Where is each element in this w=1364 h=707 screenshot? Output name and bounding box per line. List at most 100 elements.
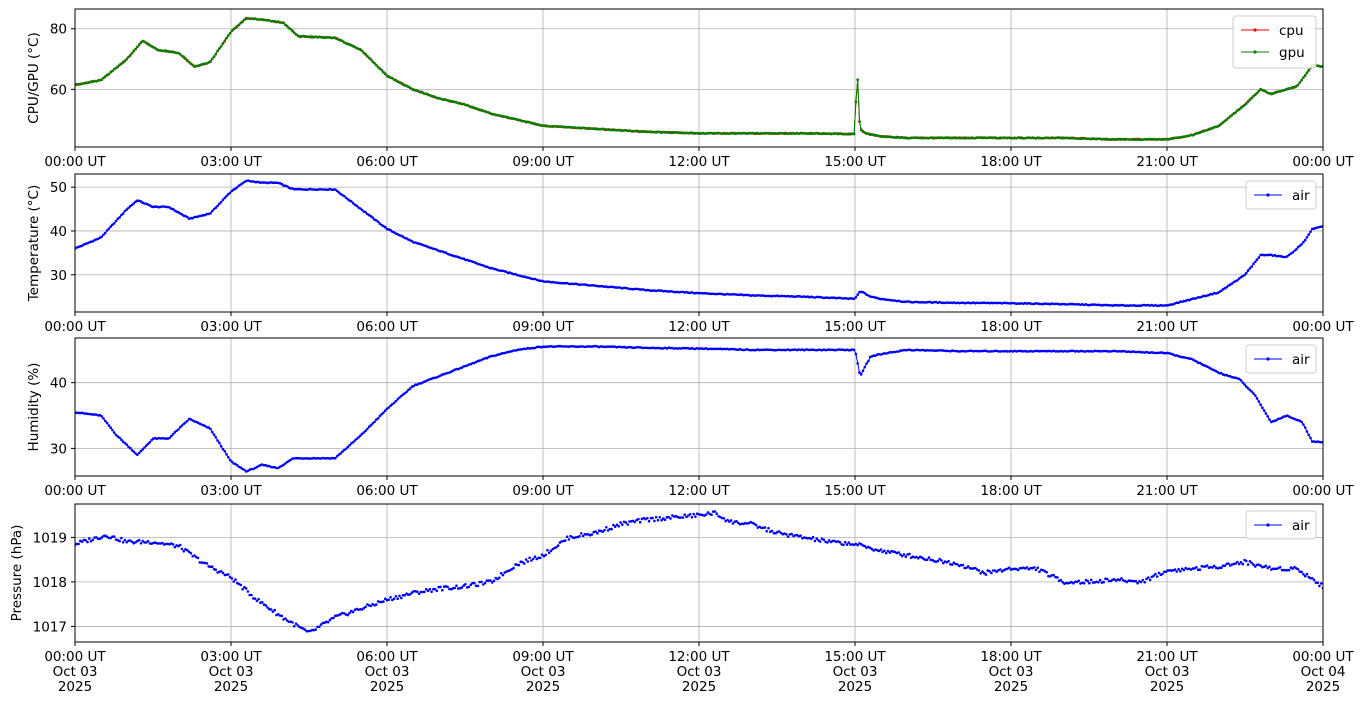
data-point (362, 51, 366, 54)
data-point (959, 563, 963, 567)
data-point (1234, 111, 1237, 114)
data-point (1245, 559, 1248, 563)
data-point (127, 55, 130, 59)
data-point (1300, 570, 1303, 574)
data-point (653, 346, 656, 350)
data-point (1318, 584, 1321, 588)
data-point (455, 367, 458, 371)
data-point (1237, 108, 1241, 111)
data-point (777, 530, 781, 533)
data-point (137, 538, 141, 542)
data-point (480, 580, 483, 584)
data-point (490, 581, 494, 584)
data-point (260, 18, 264, 22)
data-point (218, 47, 221, 50)
data-point (854, 296, 858, 299)
data-point (688, 513, 692, 516)
data-point (1236, 560, 1239, 564)
data-point (134, 452, 137, 455)
data-point (1227, 562, 1230, 565)
data-point (118, 436, 121, 440)
data-point (216, 49, 219, 53)
data-point (401, 393, 405, 396)
data-point (111, 69, 114, 73)
data-point (77, 542, 80, 546)
data-point (1145, 577, 1148, 581)
y-axis-label: Humidity (%) (26, 363, 42, 452)
data-point (1246, 387, 1250, 390)
data-point (184, 421, 187, 424)
data-point (499, 571, 503, 575)
data-point (84, 539, 87, 542)
x-tick-label: 00:00 UT (1292, 319, 1354, 335)
data-point (129, 539, 132, 542)
data-point (171, 207, 175, 211)
data-point (621, 523, 624, 526)
x-tick-label: Oct 04 (1301, 664, 1346, 680)
data-point (904, 555, 908, 558)
data-point (264, 604, 268, 607)
data-point (908, 552, 911, 556)
data-point (770, 529, 774, 533)
data-point (856, 78, 859, 81)
data-point (250, 593, 253, 597)
data-point (86, 540, 89, 544)
data-point (1164, 570, 1168, 573)
data-point (997, 350, 1000, 353)
data-point (925, 558, 929, 561)
data-point (651, 516, 654, 520)
data-point (257, 597, 260, 601)
data-point (123, 59, 127, 62)
data-point (334, 188, 337, 191)
data-point (416, 383, 419, 387)
data-point (489, 266, 492, 270)
data-point (703, 291, 706, 295)
data-point (375, 219, 378, 222)
data-point (412, 384, 416, 388)
data-point (704, 513, 708, 516)
data-point (125, 540, 128, 544)
data-point (683, 513, 686, 516)
data-point (610, 527, 613, 531)
data-point (1073, 580, 1077, 584)
series-air (75, 179, 1323, 308)
data-point (355, 204, 359, 208)
data-point (1278, 565, 1282, 569)
data-point (424, 587, 428, 591)
data-point (398, 396, 401, 399)
data-point (1025, 566, 1029, 569)
data-point (255, 599, 259, 603)
data-point (180, 547, 184, 551)
data-point (1198, 568, 1202, 571)
data-point (588, 127, 592, 130)
data-point (1239, 379, 1243, 382)
data-point (897, 551, 900, 554)
data-point (786, 535, 790, 538)
data-point (296, 624, 300, 627)
data-point (383, 72, 387, 75)
data-point (129, 446, 132, 450)
data-point (633, 520, 637, 524)
data-point (1082, 581, 1086, 585)
data-point (651, 289, 654, 292)
data-point (228, 575, 232, 579)
data-point (335, 189, 339, 193)
data-point (637, 517, 640, 521)
data-point (603, 528, 606, 532)
data-point (856, 293, 859, 296)
data-point (842, 132, 845, 136)
data-point (1291, 567, 1294, 570)
data-point (679, 131, 683, 135)
panel-3: 00:00 UT 03:00 UT 06:00 UT 09:00 UT 12:00 UT… (26, 337, 1354, 499)
data-point (1052, 574, 1056, 577)
data-point (1196, 568, 1200, 571)
data-point (1223, 119, 1227, 123)
data-point (1309, 436, 1312, 440)
data-point (539, 345, 542, 349)
data-point (999, 568, 1002, 571)
data-point (1045, 571, 1048, 574)
data-point (1179, 569, 1182, 573)
data-point (209, 427, 212, 431)
data-point (353, 439, 357, 442)
